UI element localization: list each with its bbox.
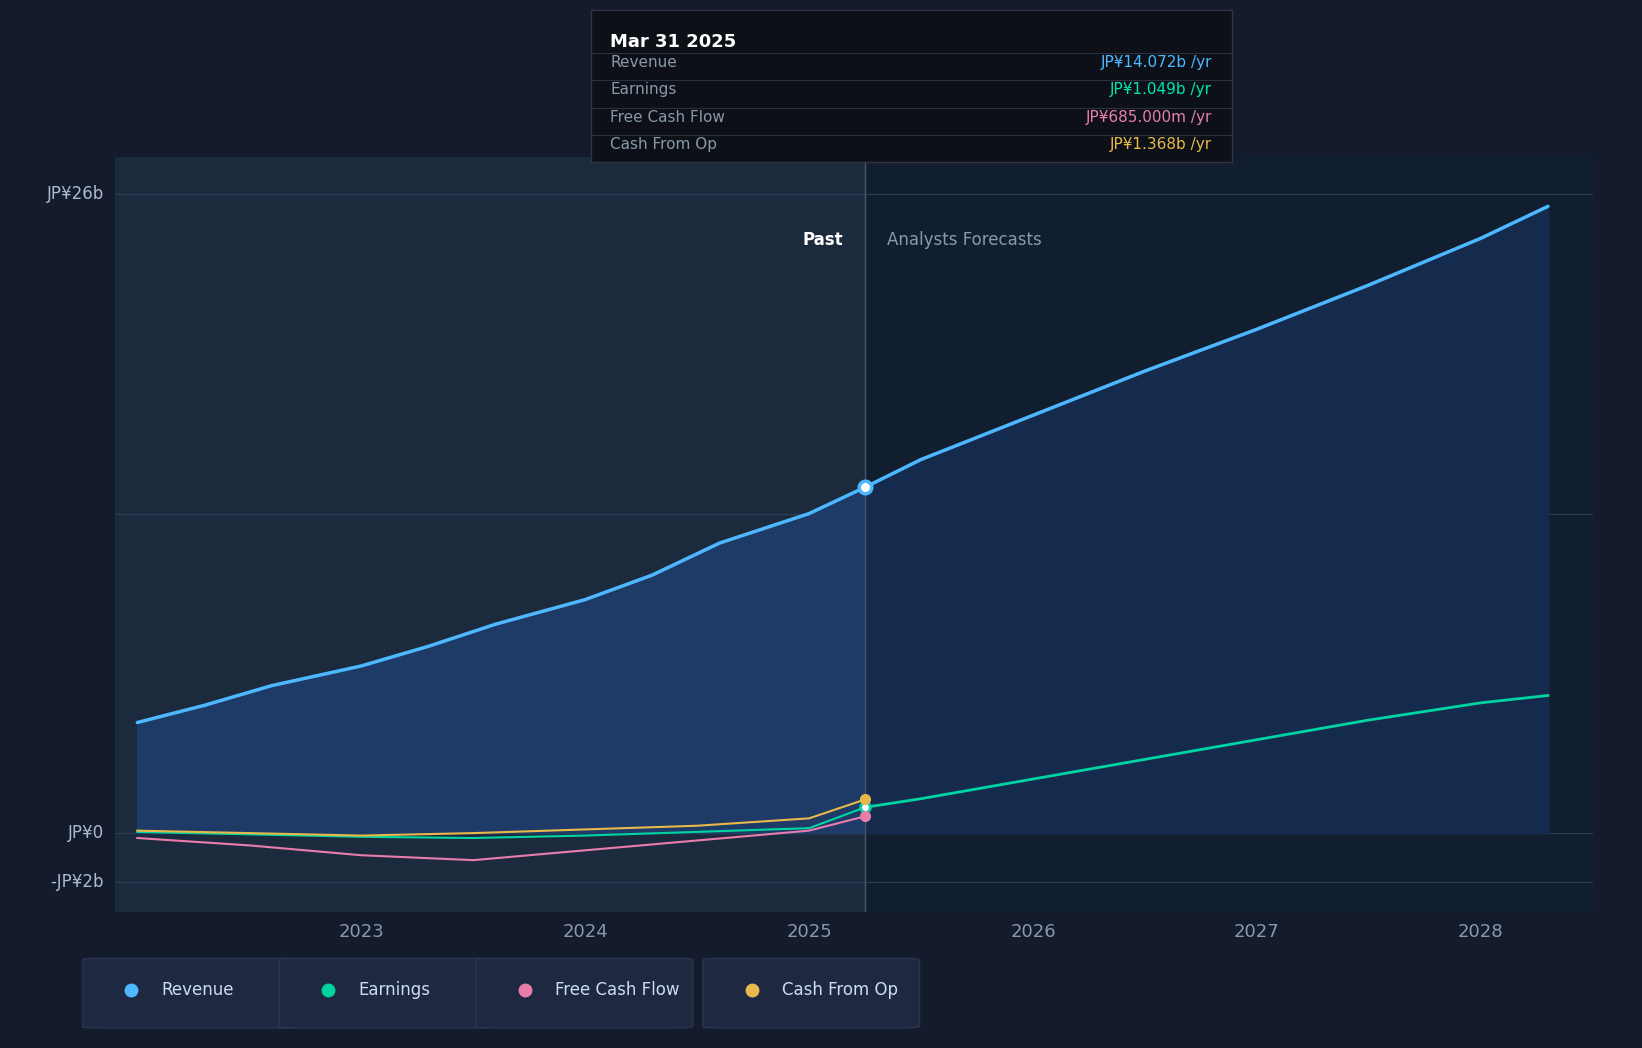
Text: JP¥1.049b /yr: JP¥1.049b /yr [1110, 83, 1212, 97]
Text: Analysts Forecasts: Analysts Forecasts [887, 231, 1043, 249]
Text: JP¥0: JP¥0 [67, 824, 103, 843]
FancyBboxPatch shape [82, 958, 299, 1028]
Text: Past: Past [801, 231, 842, 249]
Text: JP¥685.000m /yr: JP¥685.000m /yr [1085, 110, 1212, 125]
Text: Earnings: Earnings [358, 981, 430, 1000]
Text: Cash From Op: Cash From Op [782, 981, 898, 1000]
Text: Revenue: Revenue [161, 981, 233, 1000]
Text: JP¥1.368b /yr: JP¥1.368b /yr [1110, 137, 1212, 152]
Bar [865, 157, 1593, 912]
Text: Earnings: Earnings [611, 83, 677, 97]
FancyBboxPatch shape [703, 958, 920, 1028]
Text: JP¥26b: JP¥26b [46, 185, 103, 203]
Text: Cash From Op: Cash From Op [611, 137, 718, 152]
Text: JP¥14.072b /yr: JP¥14.072b /yr [1100, 56, 1212, 70]
Text: Free Cash Flow: Free Cash Flow [555, 981, 680, 1000]
Text: Revenue: Revenue [611, 56, 677, 70]
Bar [115, 157, 865, 912]
FancyBboxPatch shape [476, 958, 693, 1028]
Text: Mar 31 2025: Mar 31 2025 [611, 34, 737, 51]
FancyBboxPatch shape [279, 958, 496, 1028]
Text: -JP¥2b: -JP¥2b [51, 873, 103, 891]
Text: Free Cash Flow: Free Cash Flow [611, 110, 726, 125]
